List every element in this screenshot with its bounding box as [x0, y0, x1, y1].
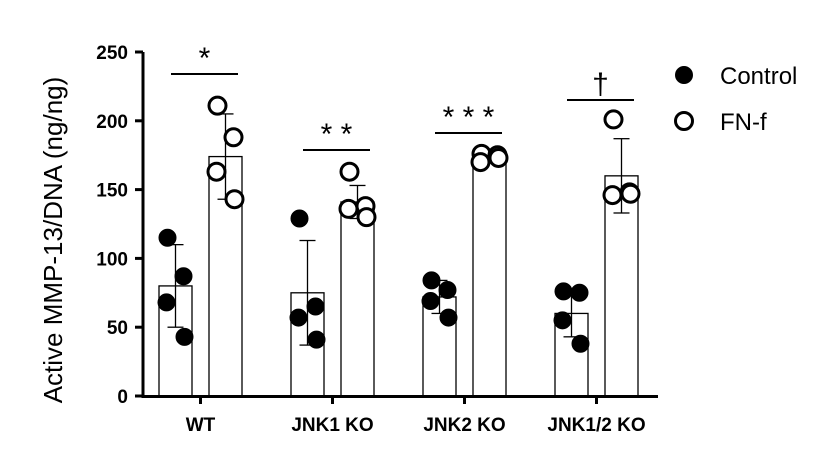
data-point	[175, 327, 194, 346]
data-point	[306, 297, 325, 316]
bar	[340, 201, 375, 397]
data-point	[356, 207, 377, 228]
data-point	[603, 109, 624, 130]
data-point	[307, 330, 326, 349]
y-tick-label: 250	[96, 43, 128, 64]
significance-label: *	[199, 42, 211, 75]
x-tick-label: JNK1/2 KO	[547, 415, 645, 436]
data-point	[224, 189, 245, 210]
data-point	[439, 308, 458, 327]
data-point	[421, 292, 440, 311]
legend-marker-control	[675, 66, 693, 84]
x-tick-labels: WT JNK1 KO JNK2 KO JNK1/2 KO	[186, 396, 646, 436]
data-point	[158, 228, 177, 247]
y-tick-label: 200	[96, 112, 128, 133]
y-tick-label: 0	[117, 387, 128, 408]
significance-label: * * *	[443, 101, 495, 134]
data-point	[338, 198, 359, 219]
data-point	[602, 185, 623, 206]
x-tick-label: JNK1 KO	[291, 415, 373, 436]
data-point	[554, 282, 573, 301]
bar	[472, 155, 507, 397]
data-point	[289, 308, 308, 327]
data-point	[488, 147, 509, 168]
data-point	[339, 161, 360, 182]
data-point	[207, 95, 228, 116]
data-point	[223, 127, 244, 148]
data-point	[570, 283, 589, 302]
y-tick-label: 150	[96, 181, 128, 202]
legend-label-fnf: FN-f	[720, 109, 767, 136]
legend: Control FN-f	[674, 63, 797, 136]
legend-label-control: Control	[720, 63, 797, 90]
data-point	[620, 183, 641, 204]
x-tick-label: WT	[186, 415, 216, 436]
y-ticks: 0 50 100 150 200 250	[96, 43, 143, 408]
significance-markers: * * * * * * †	[171, 42, 634, 151]
data-point	[206, 161, 227, 182]
bars	[158, 155, 639, 397]
x-tick-label: JNK2 KO	[423, 415, 505, 436]
legend-marker-fnf	[674, 111, 694, 131]
data-point	[290, 209, 309, 228]
data-point	[571, 334, 590, 353]
data-point	[174, 267, 193, 286]
data-point	[470, 152, 491, 173]
y-tick-label: 100	[96, 249, 128, 270]
y-tick-label: 50	[107, 318, 128, 339]
data-point	[422, 271, 441, 290]
data-point	[438, 281, 457, 300]
significance-label: * *	[321, 118, 353, 151]
y-axis-label: Active MMP-13/DNA (ng/ng)	[38, 77, 68, 404]
data-points	[157, 95, 641, 353]
significance-label: †	[592, 68, 609, 101]
data-point	[553, 311, 572, 330]
data-point	[157, 293, 176, 312]
